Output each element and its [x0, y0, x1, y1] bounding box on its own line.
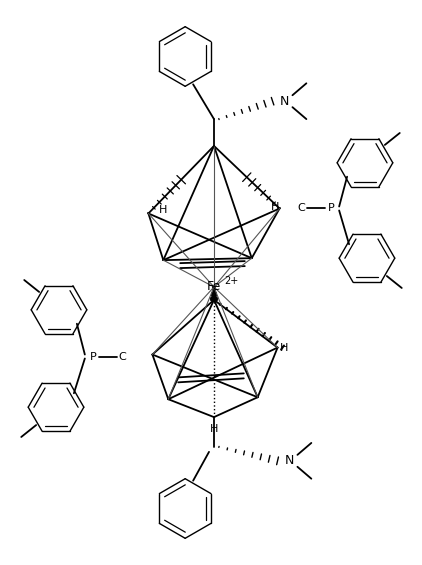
Text: C: C	[119, 351, 127, 362]
Text: C: C	[298, 203, 305, 214]
Text: P: P	[328, 203, 335, 214]
Text: H: H	[280, 342, 289, 353]
Text: N: N	[280, 95, 289, 108]
Text: Fe: Fe	[207, 280, 221, 293]
Text: P: P	[89, 351, 96, 362]
Text: H: H	[210, 424, 218, 434]
Text: H: H	[159, 206, 168, 215]
Text: 2+: 2+	[225, 276, 239, 286]
Text: N: N	[285, 454, 294, 467]
Text: H: H	[271, 202, 279, 211]
